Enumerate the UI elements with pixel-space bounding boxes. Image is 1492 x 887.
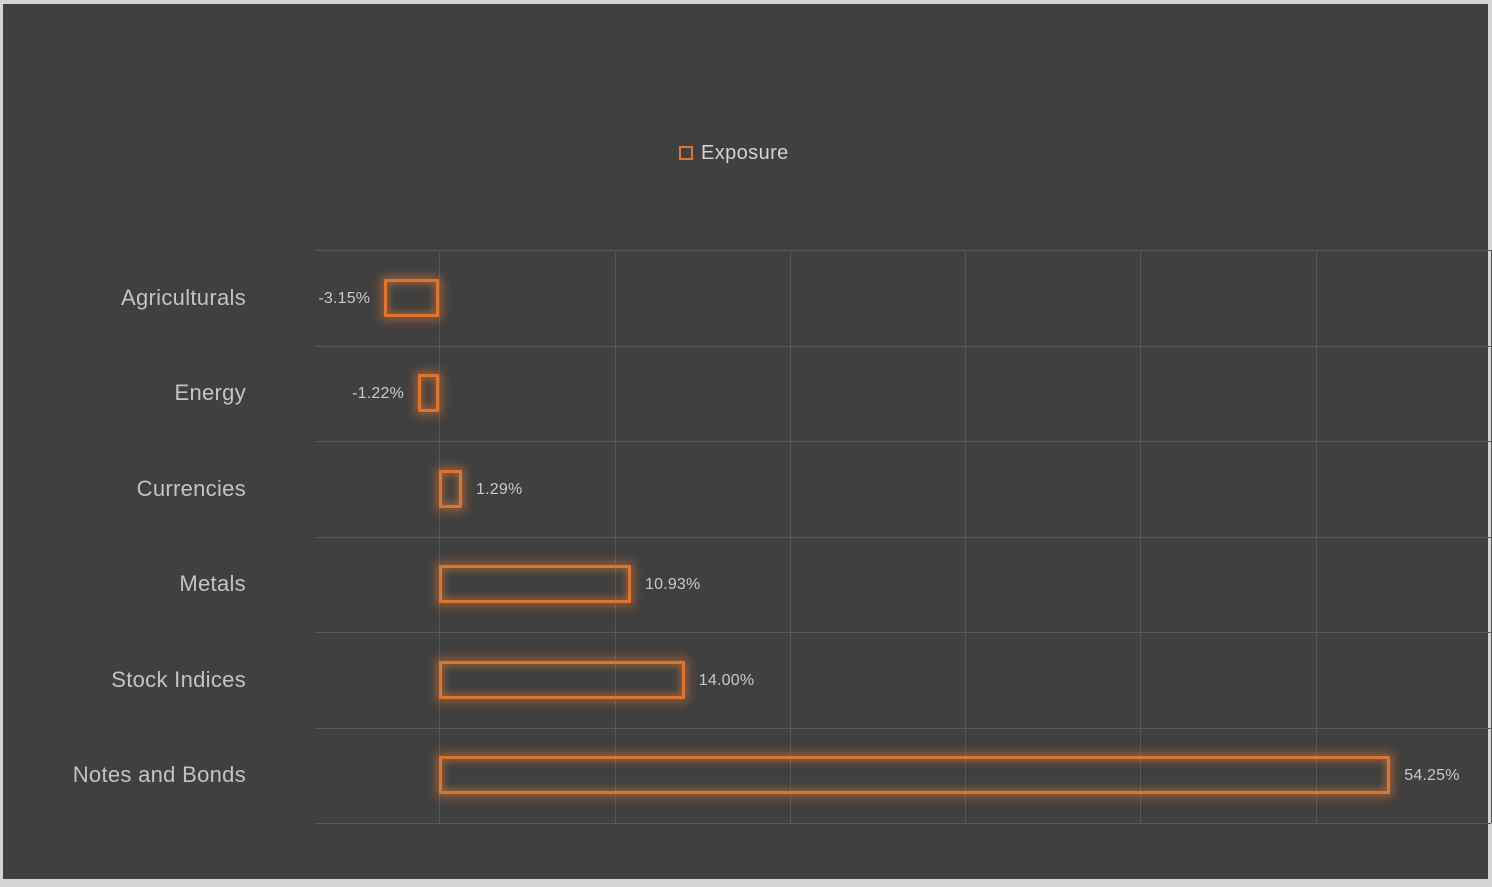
legend-label: Exposure [701,142,789,164]
category-label-metals: Metals [179,571,246,597]
value-label-agriculturals: -3.15% [318,289,371,307]
bar-currencies[interactable] [439,469,463,508]
value-label-stock-indices: 14.00% [698,671,755,689]
category-label-currencies: Currencies [136,475,246,501]
value-label-notes-and-bonds: 54.25% [1404,767,1460,785]
gridline-vertical [789,250,791,823]
gridline-vertical [1140,250,1142,823]
gridline-horizontal [315,823,1491,824]
category-label-stock-indices: Stock Indices [111,666,246,692]
value-label-energy: -1.22% [352,385,405,403]
gridline-vertical [965,250,967,823]
gridline-vertical [1315,250,1317,823]
gridline-horizontal [315,727,1491,729]
gridline-horizontal [315,632,1491,633]
value-label-currencies: 1.29% [476,480,523,498]
bar-stock-indices[interactable] [439,660,685,699]
gridline-vertical [614,250,616,823]
bar-energy[interactable] [418,374,440,413]
legend[interactable]: Exposure [679,143,789,163]
category-label-energy: Energy [174,380,246,406]
gridline-horizontal [315,345,1491,347]
gridline-horizontal [315,536,1491,538]
category-label-agriculturals: Agriculturals [121,284,246,310]
value-label-metals: 10.93% [644,576,701,594]
legend-swatch-icon [679,146,693,160]
category-label-notes-and-bonds: Notes and Bonds [72,762,246,788]
bar-notes-and-bonds[interactable] [439,756,1391,795]
bar-agriculturals[interactable] [384,278,440,317]
bar-metals[interactable] [439,565,631,604]
gridline-horizontal [315,250,1491,251]
gridline-vertical [439,250,441,823]
gridline-horizontal [315,441,1491,442]
